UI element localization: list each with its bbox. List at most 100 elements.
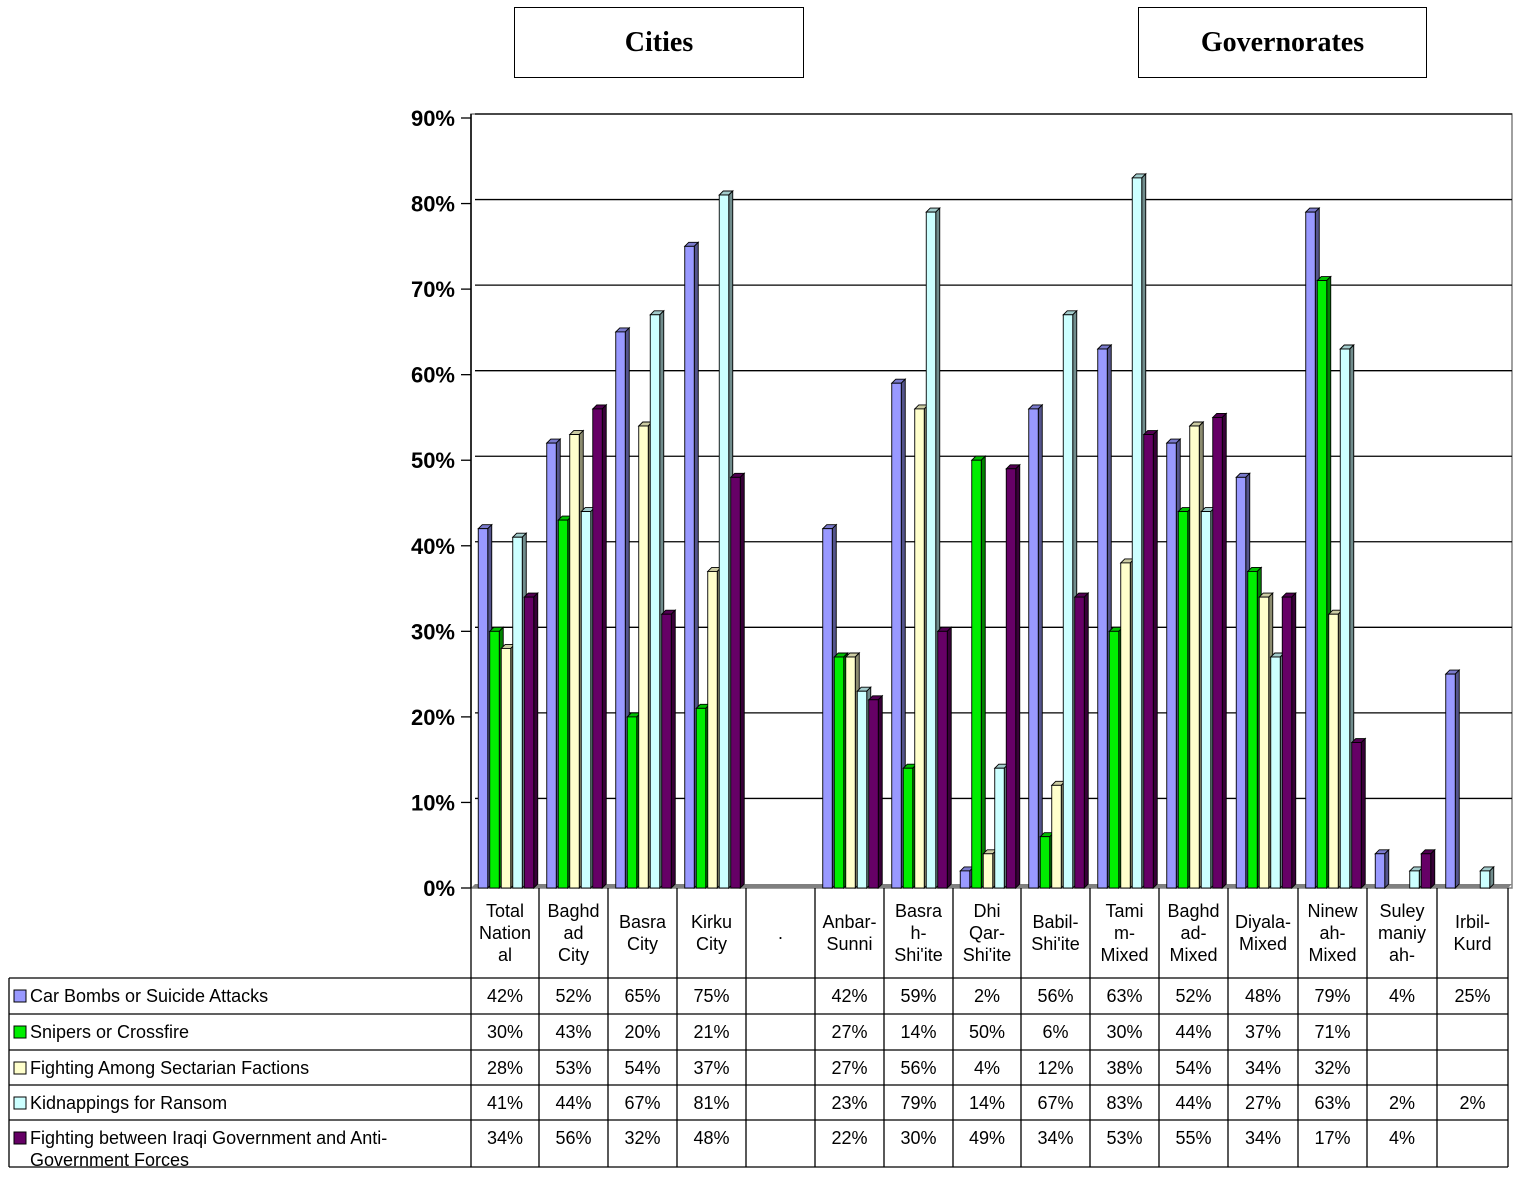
data-cell: 30%: [900, 1128, 936, 1148]
data-cell: 79%: [900, 1093, 936, 1113]
data-cell: 17%: [1314, 1128, 1350, 1148]
bar: [661, 613, 672, 889]
bar-side: [1015, 463, 1021, 890]
category-label: Anbar-: [822, 912, 876, 932]
data-cell: 30%: [487, 1022, 523, 1042]
data-cell: 52%: [555, 986, 591, 1006]
category-label: ah-: [1389, 945, 1415, 965]
data-cell: 14%: [900, 1022, 936, 1042]
category-label: Tami: [1105, 901, 1143, 921]
data-cell: 53%: [555, 1058, 591, 1078]
data-cell: 43%: [555, 1022, 591, 1042]
governorates-header: Governorates: [1138, 7, 1427, 78]
bar: [649, 314, 661, 889]
bar: [1374, 853, 1386, 889]
bar: [1062, 314, 1074, 889]
category-label: Baghd: [1167, 901, 1219, 921]
bar: [971, 459, 982, 889]
category-label: Ninew: [1307, 901, 1358, 921]
category-label: Shi'ite: [894, 945, 942, 965]
legend-swatch: [13, 1025, 27, 1039]
data-cell: 44%: [1175, 1093, 1211, 1113]
data-cell: 4%: [1389, 986, 1415, 1006]
data-cell: 48%: [1245, 986, 1281, 1006]
bar: [489, 630, 500, 889]
data-cell: 44%: [555, 1093, 591, 1113]
bar: [1143, 434, 1154, 889]
category-label: ad: [563, 923, 583, 943]
bar: [925, 211, 937, 889]
category-label: Mixed: [1239, 934, 1287, 954]
data-cell: 42%: [831, 986, 867, 1006]
data-cell: 27%: [1245, 1093, 1281, 1113]
category-label: Kurd: [1453, 934, 1491, 954]
bar-side: [1360, 737, 1366, 890]
category-label: ad-: [1180, 923, 1206, 943]
y-tick-label: 10%: [411, 790, 455, 815]
data-cell: 75%: [693, 986, 729, 1006]
data-cell: 50%: [969, 1022, 1005, 1042]
category-label: Nation: [479, 923, 531, 943]
category-label: ah-: [1319, 923, 1345, 943]
bar-side: [1291, 592, 1297, 890]
legend-label: Car Bombs or Suicide Attacks: [30, 986, 268, 1006]
y-tick-label: 0%: [423, 876, 455, 901]
bar-side: [1454, 669, 1460, 890]
data-cell: 81%: [693, 1093, 729, 1113]
data-cell: 25%: [1454, 986, 1490, 1006]
bar: [1028, 408, 1039, 889]
category-label: Basra: [895, 901, 943, 921]
legend-label: Kidnappings for Ransom: [30, 1093, 227, 1113]
bar: [1258, 596, 1270, 889]
bar: [546, 442, 557, 889]
bar: [695, 707, 707, 889]
bar: [845, 656, 856, 889]
data-cell: 41%: [487, 1093, 523, 1113]
bar-side: [946, 626, 952, 890]
data-cell: 53%: [1106, 1128, 1142, 1148]
category-label: al: [498, 945, 512, 965]
bar: [580, 511, 592, 889]
category-label: Shi'ite: [963, 945, 1011, 965]
y-tick-label: 70%: [411, 277, 455, 302]
data-cell: 21%: [693, 1022, 729, 1042]
bar: [902, 767, 914, 889]
bar: [833, 656, 845, 889]
data-cell: 34%: [1245, 1058, 1281, 1078]
bar: [512, 536, 523, 889]
data-cell: 55%: [1175, 1128, 1211, 1148]
data-cell: 54%: [1175, 1058, 1211, 1078]
bar: [1039, 836, 1051, 889]
data-cell: 20%: [624, 1022, 660, 1042]
data-cell: 52%: [1175, 986, 1211, 1006]
data-cell: 63%: [1314, 1093, 1350, 1113]
category-label: Suley: [1379, 901, 1424, 921]
bar: [1074, 596, 1085, 889]
data-cell: 30%: [1106, 1022, 1142, 1042]
legend-label: Snipers or Crossfire: [30, 1022, 189, 1042]
category-label: Babil-: [1032, 912, 1078, 932]
category-label: Qar-: [969, 923, 1005, 943]
bar: [1131, 177, 1143, 889]
bar: [959, 870, 971, 889]
category-label: Mixed: [1100, 945, 1148, 965]
bar: [718, 194, 730, 889]
bar-side: [1152, 429, 1158, 890]
data-cell: 49%: [969, 1128, 1005, 1148]
category-label: h-: [910, 923, 926, 943]
data-cell: 34%: [1037, 1128, 1073, 1148]
data-cell: 56%: [900, 1058, 936, 1078]
y-tick-label: 30%: [411, 619, 455, 644]
data-cell: 32%: [624, 1128, 660, 1148]
bar: [822, 528, 833, 889]
data-cell: 48%: [693, 1128, 729, 1148]
bar: [1247, 570, 1258, 889]
data-cell: 32%: [1314, 1058, 1350, 1078]
bar: [557, 519, 569, 889]
category-label: Total: [486, 901, 524, 921]
bar: [1051, 784, 1062, 889]
data-cell: 34%: [487, 1128, 523, 1148]
data-cell: 67%: [1037, 1093, 1073, 1113]
bar: [1189, 425, 1200, 889]
